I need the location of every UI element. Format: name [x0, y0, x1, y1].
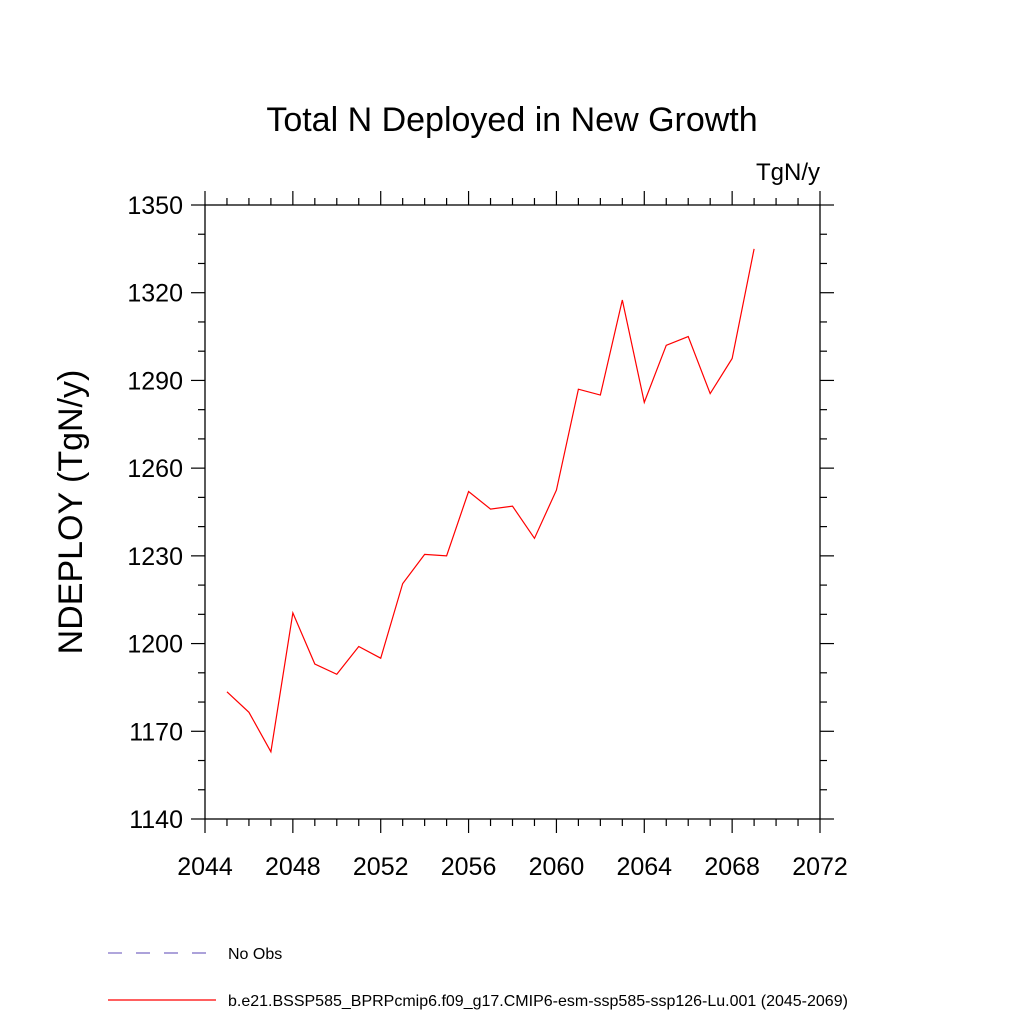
- y-tick-label: 1230: [127, 543, 183, 571]
- y-tick-label: 1350: [127, 192, 183, 220]
- y-tick-label: 1170: [129, 718, 183, 746]
- y-tick-label: 1140: [129, 806, 183, 834]
- chart-title: Total N Deployed in New Growth: [266, 101, 757, 139]
- x-tick-label: 2056: [441, 853, 497, 881]
- plot-frame: [204, 204, 821, 820]
- y-tick-label: 1200: [127, 631, 183, 659]
- x-tick-label: 2052: [353, 853, 409, 881]
- legend-label-series: b.e21.BSSP585_BPRPcmip6.f09_g17.CMIP6-es…: [228, 993, 848, 1010]
- x-tick-label: 2064: [616, 853, 672, 881]
- ticks-layer: 2044 2048 2052 2056 2060 2064 2068 2072 1140 1170…: [127, 191, 848, 881]
- series-line: [226, 248, 755, 754]
- y-tick-label: 1260: [127, 455, 183, 483]
- units-label: TgN/y: [756, 159, 820, 186]
- x-tick-label: 2072: [792, 853, 848, 881]
- x-tick-label: 2048: [265, 853, 321, 881]
- legend-label-no-obs: No Obs: [228, 946, 282, 963]
- legend: No Obs b.e21.BSSP585_BPRPcmip6.f09_g17.C…: [108, 946, 848, 1010]
- y-tick-label: 1290: [127, 367, 183, 395]
- y-tick-label: 1320: [127, 280, 183, 308]
- x-tick-label: 2060: [529, 853, 585, 881]
- x-tick-label: 2068: [704, 853, 760, 881]
- y-axis-label: NDEPLOY (TgN/y): [52, 370, 90, 655]
- series-layer: [226, 248, 755, 754]
- x-tick-label: 2044: [177, 853, 233, 881]
